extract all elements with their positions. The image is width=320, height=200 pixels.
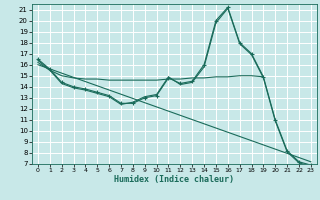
- X-axis label: Humidex (Indice chaleur): Humidex (Indice chaleur): [115, 175, 234, 184]
